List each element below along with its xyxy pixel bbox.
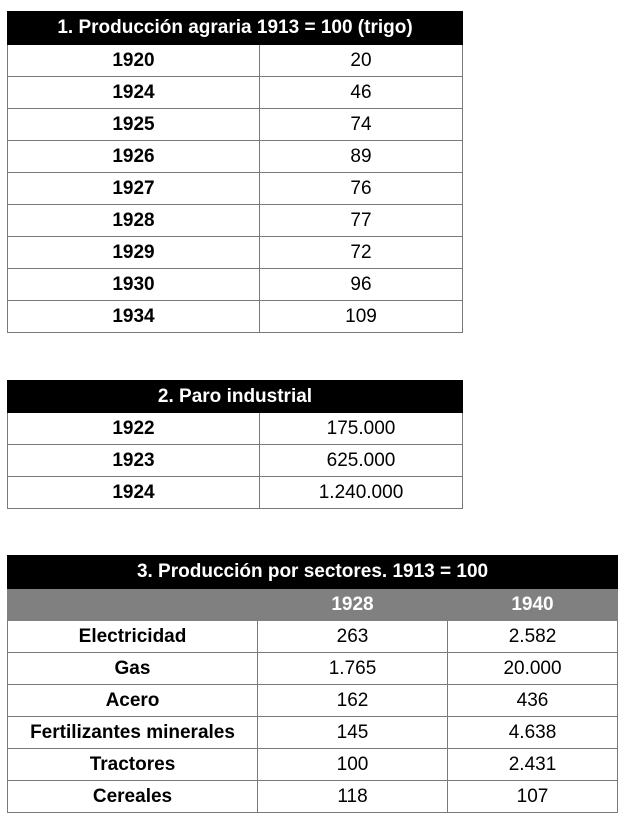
year-cell: 1924 [7,476,260,509]
table-title-row: 3. Producción por sectores. 1913 = 100 [6,555,619,589]
column-header-1940: 1940 [446,588,619,621]
sector-cell: Cereales [7,780,258,813]
table-row: 1930 96 [7,268,463,301]
value-1940-cell: 107 [446,780,619,813]
table-row: 1927 76 [7,172,463,205]
table-row: 1922 175.000 [7,412,463,445]
value-cell: 625.000 [259,444,463,477]
value-1928-cell: 263 [257,620,448,653]
year-cell: 1925 [7,108,260,141]
table-row: 1923 625.000 [7,444,463,477]
year-cell: 1922 [7,412,260,445]
value-1940-cell: 20.000 [446,652,619,685]
year-cell: 1929 [7,236,260,269]
table-row: 1929 72 [7,236,463,269]
column-header-1928: 1928 [257,588,448,621]
year-cell: 1928 [7,204,260,237]
value-cell: 96 [259,268,463,301]
value-cell: 74 [259,108,463,141]
year-cell: 1926 [7,140,260,173]
year-cell: 1920 [7,44,260,77]
value-1940-cell: 2.431 [446,748,619,781]
table-row: Tractores 100 2.431 [7,748,619,781]
value-cell: 72 [259,236,463,269]
table-row: Acero 162 436 [7,684,619,717]
sector-cell: Tractores [7,748,258,781]
table-row: 1928 77 [7,204,463,237]
value-1928-cell: 145 [257,716,448,749]
value-1928-cell: 1.765 [257,652,448,685]
column-header-row: 1928 1940 [7,588,619,621]
value-1928-cell: 162 [257,684,448,717]
table-row: 1926 89 [7,140,463,173]
value-cell: 20 [259,44,463,77]
value-1928-cell: 118 [257,780,448,813]
sector-cell: Electricidad [7,620,258,653]
table-title: 3. Producción por sectores. 1913 = 100 [6,555,619,589]
value-1940-cell: 436 [446,684,619,717]
table-title-row: 2. Paro industrial [7,380,463,413]
value-1940-cell: 2.582 [446,620,619,653]
value-cell: 109 [259,300,463,333]
agrarian-production-table: 1. Producción agraria 1913 = 100 (trigo)… [7,11,463,333]
table-row: Electricidad 263 2.582 [7,620,619,653]
value-cell: 46 [259,76,463,109]
table-row: Fertilizantes minerales 145 4.638 [7,716,619,749]
value-cell: 76 [259,172,463,205]
table-row: Gas 1.765 20.000 [7,652,619,685]
value-1940-cell: 4.638 [446,716,619,749]
value-cell: 1.240.000 [259,476,463,509]
industrial-unemployment-table: 2. Paro industrial 1922 175.000 1923 625.0… [7,380,463,509]
table-row: 1924 46 [7,76,463,109]
table-row: 1925 74 [7,108,463,141]
year-cell: 1934 [7,300,260,333]
table-row: 1934 109 [7,300,463,333]
year-cell: 1930 [7,268,260,301]
sector-cell: Fertilizantes minerales [7,716,258,749]
value-cell: 175.000 [259,412,463,445]
value-1928-cell: 100 [257,748,448,781]
year-cell: 1924 [7,76,260,109]
year-cell: 1927 [7,172,260,205]
table-title: 2. Paro industrial [7,380,463,413]
table-title: 1. Producción agraria 1913 = 100 (trigo) [7,11,463,45]
table-row: Cereales 118 107 [7,780,619,813]
table-row: 1920 20 [7,44,463,77]
sector-cell: Gas [7,652,258,685]
column-header-empty [7,588,258,621]
table-row: 1924 1.240.000 [7,476,463,509]
sector-production-table: 3. Producción por sectores. 1913 = 100 1… [6,555,619,813]
value-cell: 77 [259,204,463,237]
table-title-row: 1. Producción agraria 1913 = 100 (trigo) [7,11,463,45]
sector-cell: Acero [7,684,258,717]
year-cell: 1923 [7,444,260,477]
value-cell: 89 [259,140,463,173]
